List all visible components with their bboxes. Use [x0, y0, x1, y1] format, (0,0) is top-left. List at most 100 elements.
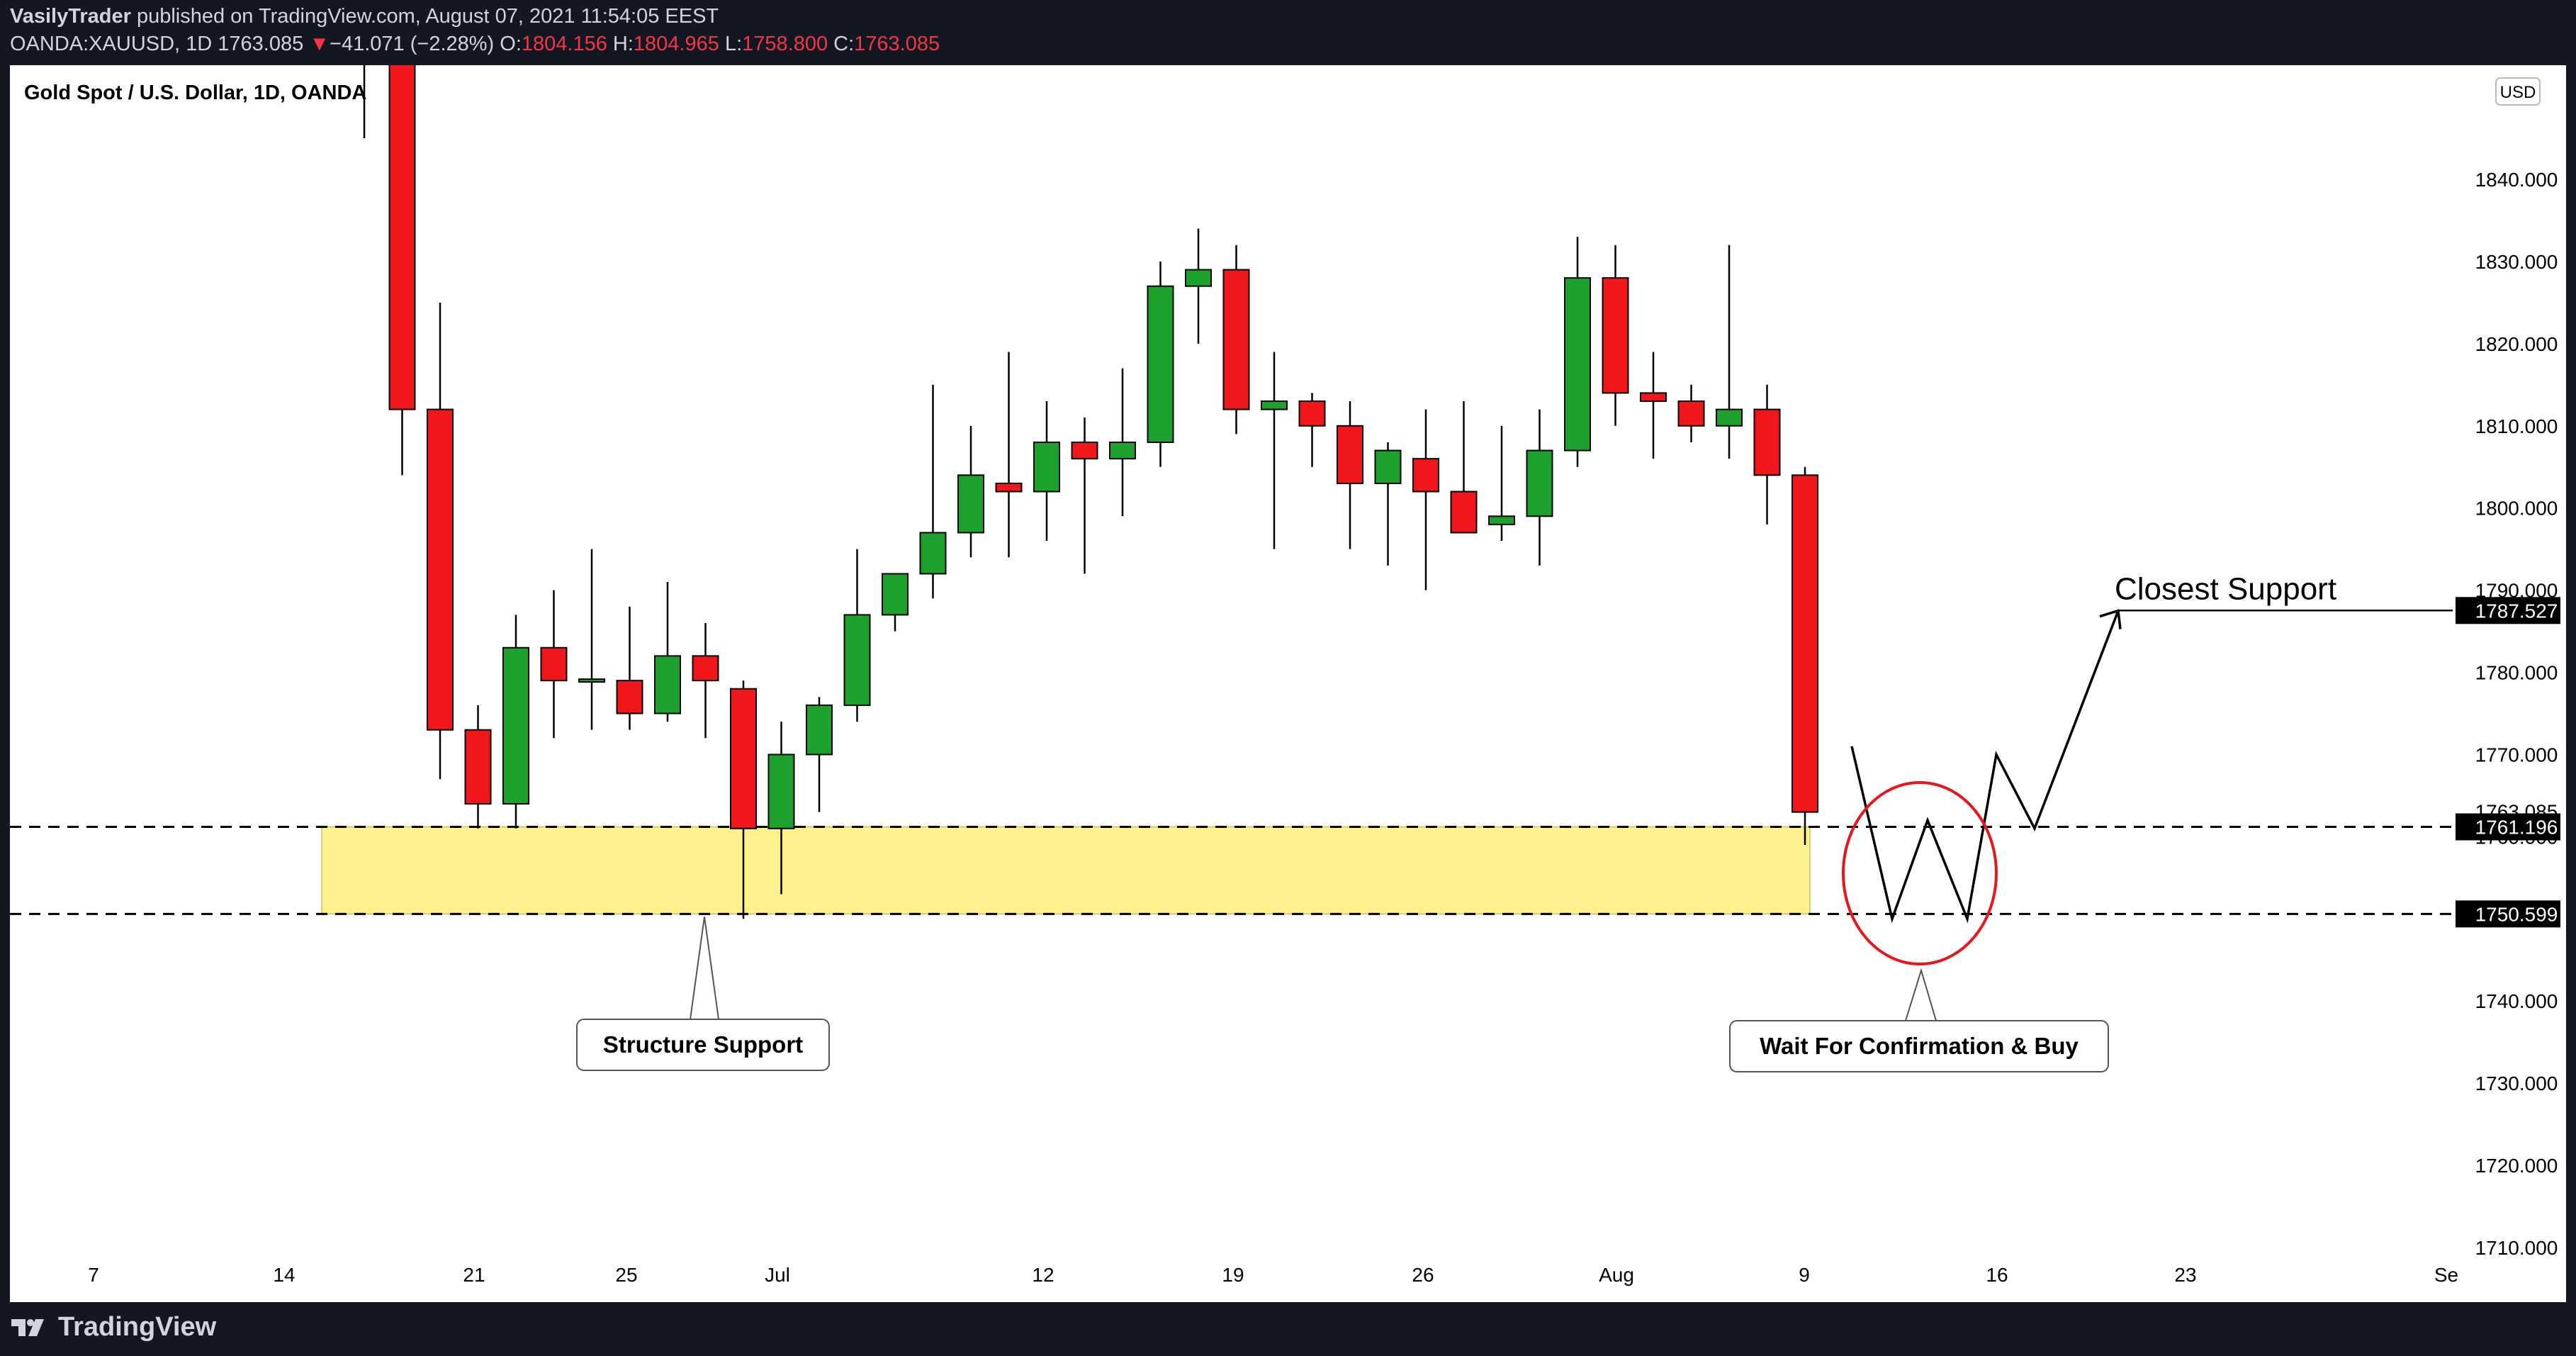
candle-body[interactable]: [1450, 491, 1478, 534]
symbol-label: OANDA:XAUUSD, 1D: [10, 33, 213, 55]
price-chart[interactable]: Closest Support Structure Support Wait For…: [10, 65, 2566, 1302]
price-axis[interactable]: [2453, 65, 2566, 1302]
y-tick-label: 1710.000: [2475, 1237, 2558, 1259]
time-axis[interactable]: [10, 1274, 2453, 1302]
y-tick-label: 1820.000: [2475, 333, 2558, 355]
candle-body[interactable]: [502, 646, 529, 805]
candle-body[interactable]: [995, 482, 1023, 493]
chart-title: Gold Spot / U.S. Dollar, 1D, OANDA: [24, 82, 366, 104]
candle-body[interactable]: [767, 753, 795, 829]
x-tick-label: 9: [1799, 1264, 1810, 1286]
confirmation-circle[interactable]: [1842, 781, 1998, 965]
candle-body[interactable]: [1222, 269, 1250, 410]
x-tick-label: 21: [463, 1264, 485, 1286]
price-label: 1787.527: [2475, 600, 2558, 622]
y-tick-label: 1770.000: [2475, 744, 2558, 766]
x-tick-label: 26: [1412, 1264, 1434, 1286]
x-tick-label: Jul: [765, 1264, 790, 1286]
candle-body[interactable]: [1716, 408, 1743, 427]
y-tick-label: 1810.000: [2475, 415, 2558, 437]
candle-body[interactable]: [843, 614, 871, 706]
candle-body[interactable]: [1526, 449, 1553, 517]
candle-body[interactable]: [388, 65, 416, 410]
close-label: C:: [833, 33, 855, 55]
candle-body[interactable]: [654, 655, 681, 715]
x-tick-label: 7: [88, 1264, 99, 1286]
x-tick-label: 16: [1986, 1264, 2008, 1286]
price-label-box: [2456, 900, 2560, 928]
candle-body[interactable]: [464, 729, 492, 805]
change-down-icon: ▼: [309, 33, 330, 55]
wait-callout-pointer: [1905, 968, 1937, 1021]
wait-callout-box[interactable]: [1729, 1020, 2109, 1072]
open-value: 1804.156: [521, 33, 607, 55]
structure-callout-box[interactable]: [576, 1019, 830, 1071]
candle-body[interactable]: [1298, 400, 1326, 427]
candle-body[interactable]: [692, 655, 719, 682]
x-tick-label: 19: [1222, 1264, 1244, 1286]
footer-bar: TradingView: [0, 1302, 2576, 1356]
title-background: [11, 71, 344, 108]
candle-body[interactable]: [540, 646, 568, 682]
low-label: L:: [724, 33, 743, 55]
candle-body[interactable]: [1261, 400, 1288, 410]
y-tick-label: 1840.000: [2475, 169, 2558, 191]
candle-body[interactable]: [1677, 400, 1705, 427]
closest-support-label[interactable]: Closest Support: [2115, 571, 2336, 606]
price-label: 1750.599: [2475, 903, 2558, 925]
candle-body[interactable]: [1337, 425, 1363, 484]
currency-badge[interactable]: [2495, 77, 2541, 106]
candle-body[interactable]: [1147, 285, 1174, 443]
support-zone[interactable]: [321, 826, 1811, 915]
candle-body[interactable]: [957, 474, 984, 534]
change-value: −41.071 (−2.28%): [330, 33, 495, 55]
y-tick-label: 1720.000: [2475, 1155, 2558, 1177]
candle-body[interactable]: [1071, 441, 1098, 460]
x-tick-label: 23: [2174, 1264, 2196, 1286]
x-tick-label: 14: [273, 1264, 295, 1286]
candle-body[interactable]: [1564, 277, 1591, 452]
publish-info: VasilyTrader published on TradingView.co…: [10, 5, 719, 28]
candle-body[interactable]: [1412, 458, 1439, 493]
candle-body[interactable]: [1602, 277, 1629, 394]
candle-body[interactable]: [1488, 515, 1515, 525]
chart-area[interactable]: Closest Support Structure Support Wait For…: [10, 65, 2566, 1302]
structure-support-label[interactable]: Structure Support: [603, 1031, 803, 1058]
candle-body[interactable]: [1033, 441, 1060, 493]
x-tick-label: 12: [1032, 1264, 1054, 1286]
y-tick-label: 1830.000: [2475, 251, 2558, 273]
x-tick-label: 25: [615, 1264, 637, 1286]
tradingview-logo[interactable]: TradingView: [10, 1312, 216, 1343]
x-tick-label: Aug: [1599, 1264, 1634, 1286]
open-label: O:: [500, 33, 522, 55]
low-value: 1758.800: [742, 33, 828, 55]
candle-body[interactable]: [1185, 269, 1212, 287]
y-tick-label: 1780.000: [2475, 662, 2558, 684]
candle-body[interactable]: [1640, 392, 1667, 402]
candle-body[interactable]: [578, 678, 605, 683]
logo-text: TradingView: [58, 1312, 217, 1342]
y-tick-label: 1800.000: [2475, 498, 2558, 520]
structure-callout-pointer: [690, 917, 719, 1020]
wait-for-confirmation-label[interactable]: Wait For Confirmation & Buy: [1760, 1033, 2079, 1059]
candle-body[interactable]: [806, 704, 833, 756]
ohlc-line: OANDA:XAUUSD, 1D 1763.085 ▼−41.071 (−2.2…: [10, 33, 940, 56]
currency-label[interactable]: USD: [2500, 83, 2536, 102]
projection-path[interactable]: [1850, 610, 2120, 924]
candle-body[interactable]: [427, 408, 454, 731]
candle-body[interactable]: [1374, 449, 1402, 484]
last-price: 1763.085: [218, 33, 304, 55]
candle-body[interactable]: [616, 680, 643, 715]
candle-body[interactable]: [1792, 474, 1818, 813]
candle-body[interactable]: [1109, 441, 1136, 460]
candle-body[interactable]: [882, 573, 909, 616]
author-name[interactable]: VasilyTrader: [10, 5, 131, 28]
candle-body[interactable]: [919, 532, 947, 575]
candle-body[interactable]: [730, 688, 757, 829]
publish-header: VasilyTrader published on TradingView.co…: [0, 0, 2576, 65]
high-label: H:: [612, 33, 634, 55]
price-label-box: [2456, 597, 2560, 624]
price-label-box: [2456, 813, 2560, 841]
candle-body[interactable]: [1753, 408, 1781, 476]
y-tick-label: 1730.000: [2475, 1072, 2558, 1094]
